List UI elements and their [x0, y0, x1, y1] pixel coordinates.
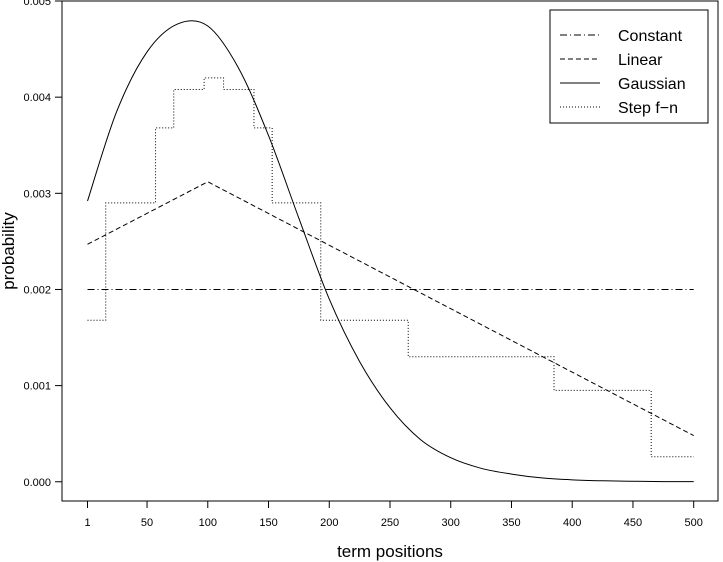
x-tick-label: 400: [563, 517, 581, 529]
x-tick-label: 350: [502, 517, 520, 529]
x-tick-label: 100: [199, 517, 217, 529]
x-tick-label: 450: [624, 517, 642, 529]
x-tick-label: 300: [442, 517, 460, 529]
x-axis-title: term positions: [337, 542, 443, 561]
series-layer: [87, 20, 694, 483]
x-tick-label: 250: [381, 517, 399, 529]
legend-box: [549, 9, 709, 124]
x-tick-label: 500: [685, 517, 703, 529]
x-tick-label: 200: [320, 517, 338, 529]
y-tick-label: 0.004: [23, 92, 51, 104]
series-line-solid: [87, 20, 694, 483]
y-axis: 0.000 0.001 0.002 0.003 0.004 0.005: [23, 0, 62, 489]
y-tick-label: 0.000: [23, 477, 51, 489]
y-tick-label: 0.002: [23, 284, 51, 296]
y-tick-label: 0.005: [23, 0, 51, 8]
x-tick-label: 1: [84, 517, 90, 529]
x-axis: 1 50 100 150 200 250 300 350 400 450 500: [84, 501, 703, 529]
legend-label: Constant: [618, 28, 683, 45]
legend: Constant Linear Gaussian Step f−n: [549, 9, 709, 124]
series-line-dotted: [87, 77, 694, 458]
x-tick-label: 150: [259, 517, 277, 529]
legend-label: Step f−n: [618, 100, 678, 117]
y-tick-label: 0.001: [23, 381, 51, 393]
y-tick-label: 0.003: [23, 188, 51, 200]
x-tick-label: 50: [141, 517, 153, 529]
legend-label: Gaussian: [618, 76, 686, 93]
series-line-dashed: [87, 181, 694, 437]
legend-label: Linear: [618, 52, 663, 69]
y-axis-title: probability: [0, 212, 18, 290]
